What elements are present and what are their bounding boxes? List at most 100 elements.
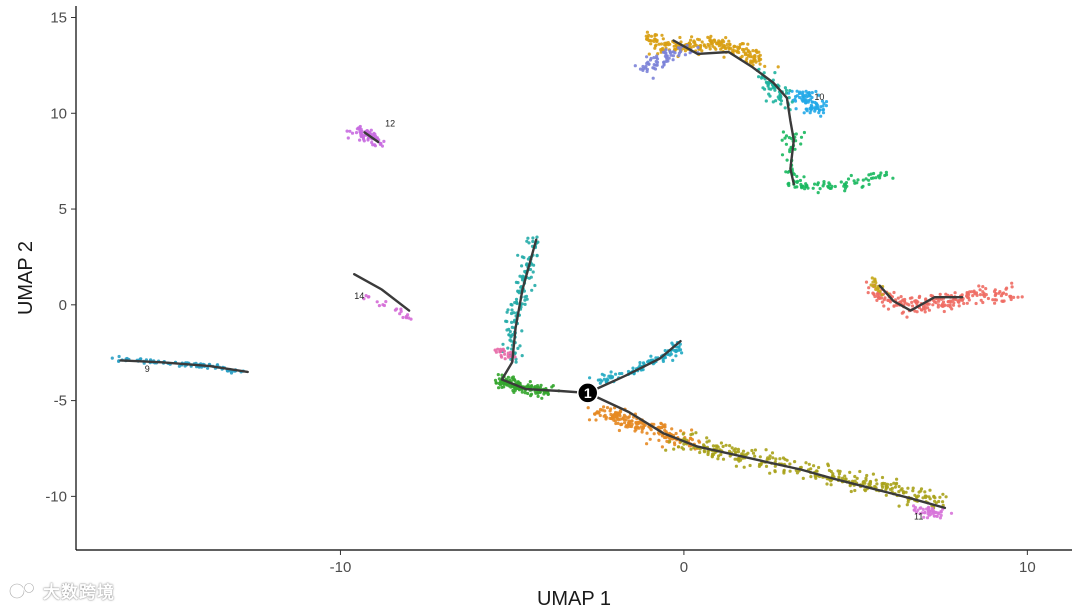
cell-point: [770, 451, 775, 455]
cell-point: [520, 354, 524, 358]
cell-point: [873, 277, 877, 281]
cell-point: [822, 182, 826, 186]
cell-point: [364, 294, 368, 298]
cell-point: [736, 447, 741, 451]
cell-point: [740, 47, 745, 52]
cell-point: [853, 474, 857, 479]
cell-point: [674, 354, 678, 358]
cell-point: [587, 418, 592, 422]
cell-point: [928, 497, 932, 501]
cell-point: [814, 105, 818, 109]
cell-point: [529, 385, 533, 389]
cell-point: [1002, 291, 1006, 295]
cell-point: [922, 515, 926, 519]
cell-point: [1009, 294, 1013, 298]
cell-point: [784, 142, 789, 146]
cell-point: [938, 516, 943, 520]
cell-point: [932, 514, 937, 518]
cell-point: [671, 54, 676, 58]
cell-point: [921, 305, 926, 309]
cell-point: [886, 307, 891, 311]
cell-point: [880, 293, 884, 297]
cell-point: [833, 184, 837, 189]
cell-point: [1004, 287, 1008, 291]
cell-point: [359, 127, 363, 131]
cell-point: [837, 472, 842, 476]
cell-point: [499, 382, 503, 386]
cell-point: [614, 410, 618, 415]
cell-point: [782, 469, 786, 474]
cell-point: [672, 441, 677, 445]
cell-point: [640, 430, 644, 434]
cell-point: [897, 484, 901, 489]
cell-point: [810, 91, 814, 95]
cell-point: [523, 298, 527, 302]
cell-point: [906, 500, 910, 504]
cell-point: [688, 45, 692, 49]
cell-point: [510, 303, 514, 307]
cell-point: [526, 257, 531, 261]
cell-point: [536, 394, 540, 398]
cell-point: [725, 42, 729, 47]
cell-point: [745, 47, 749, 51]
cluster-label-14: 14: [354, 291, 364, 301]
cell-point: [874, 478, 878, 482]
cell-point: [737, 50, 741, 55]
cell-point: [501, 347, 505, 351]
cell-point: [784, 91, 789, 95]
cell-point: [668, 49, 672, 53]
cell-point: [671, 58, 675, 62]
cell-point: [822, 180, 826, 184]
cell-point: [688, 42, 693, 46]
cell-point: [804, 101, 808, 105]
cell-point: [598, 378, 602, 382]
cell-point: [949, 511, 954, 515]
cell-point: [753, 454, 757, 458]
root-node-circle: [576, 382, 599, 404]
cell-point: [516, 346, 520, 350]
cell-point: [723, 46, 727, 50]
cell-point: [780, 153, 785, 157]
cell-point: [700, 49, 704, 53]
cell-point: [705, 436, 709, 440]
cell-point: [998, 290, 1002, 294]
cell-point: [810, 105, 814, 109]
cell-point: [513, 351, 517, 355]
cell-point: [941, 492, 945, 496]
cell-point: [677, 345, 681, 349]
cell-point: [710, 455, 714, 459]
cell-point: [516, 253, 520, 257]
cell-point: [811, 186, 815, 190]
cell-point: [617, 428, 622, 433]
cell-point: [535, 253, 539, 257]
cell-point: [821, 111, 826, 115]
cell-point: [914, 510, 919, 515]
cell-point: [506, 346, 510, 350]
cell-point: [848, 470, 852, 474]
cell-point: [794, 132, 798, 136]
cell-point: [962, 301, 966, 306]
cell-point: [522, 256, 526, 260]
cell-point: [905, 315, 909, 319]
cell-point: [861, 178, 865, 182]
cell-point: [671, 50, 676, 54]
root-node-label: 1: [584, 385, 592, 401]
cell-point: [875, 482, 879, 486]
cell-point: [605, 406, 610, 410]
cell-point: [758, 62, 762, 66]
cell-point: [783, 136, 787, 140]
x-axis-title: UMAP 1: [537, 588, 611, 610]
cell-point: [506, 354, 510, 358]
cell-point: [798, 178, 803, 183]
cell-point: [666, 41, 670, 45]
cell-point: [1020, 295, 1024, 299]
cell-point: [626, 369, 631, 374]
cell-point: [820, 99, 825, 103]
cell-point: [935, 514, 939, 518]
cell-point: [758, 455, 762, 459]
cell-point: [594, 418, 598, 422]
cell-point: [783, 106, 787, 110]
cell-point: [393, 308, 397, 312]
cell-point: [526, 236, 530, 240]
cell-point: [531, 239, 535, 244]
